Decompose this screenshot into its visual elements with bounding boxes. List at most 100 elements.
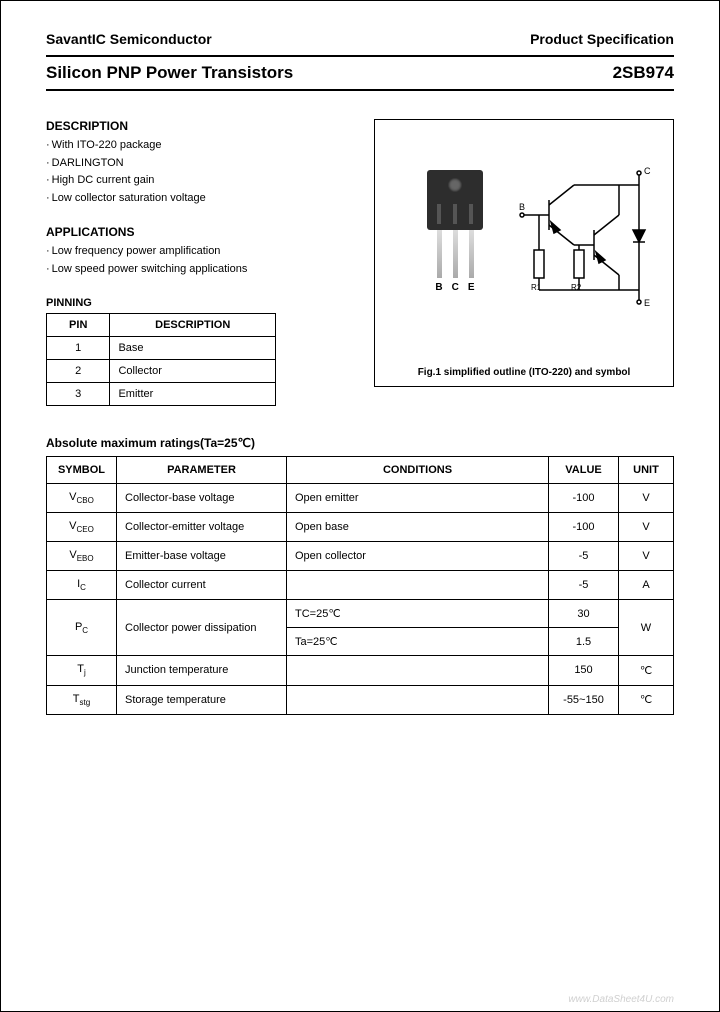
pin-number: 3 xyxy=(47,382,110,405)
package-drawing: B C E xyxy=(415,170,495,293)
col-symbol: SYMBOL xyxy=(47,456,117,483)
company-name: SavantIC Semiconductor xyxy=(46,31,212,47)
table-row: IC Collector current -5 A xyxy=(47,571,674,600)
applications-heading: APPLICATIONS xyxy=(46,225,360,239)
param-cell: Junction temperature xyxy=(117,656,287,685)
package-rib xyxy=(437,204,441,224)
pin-number: 2 xyxy=(47,359,110,382)
schematic-symbol: B C E R1 R2 xyxy=(519,160,659,325)
figure-column: B C E xyxy=(374,119,674,406)
pin-desc: Collector xyxy=(110,359,276,382)
param-cell: Storage temperature xyxy=(117,685,287,714)
cond-cell: Open base xyxy=(287,512,549,541)
param-cell: Collector current xyxy=(117,571,287,600)
terminal-b-label: B xyxy=(519,202,525,212)
applications-list: Low frequency power amplification Low sp… xyxy=(46,243,360,278)
page-header: SavantIC Semiconductor Product Specifica… xyxy=(46,31,674,47)
applications-item: Low speed power switching applications xyxy=(46,261,360,279)
col-pin: PIN xyxy=(47,313,110,336)
symbol-cell: VCBO xyxy=(47,483,117,512)
datasheet-page: SavantIC Semiconductor Product Specifica… xyxy=(0,0,720,1012)
applications-item: Low frequency power amplification xyxy=(46,243,360,261)
value-cell: 30 xyxy=(549,600,619,628)
cond-cell: Open collector xyxy=(287,541,549,570)
pin-desc: Emitter xyxy=(110,382,276,405)
terminal-e-label: E xyxy=(644,298,650,308)
param-cell: Emitter-base voltage xyxy=(117,541,287,570)
table-row: 1 Base xyxy=(47,336,276,359)
param-cell: Collector-base voltage xyxy=(117,483,287,512)
r2-label: R2 xyxy=(571,283,582,292)
symbol-cell: Tj xyxy=(47,656,117,685)
package-leads xyxy=(415,230,495,278)
figure-box: B C E xyxy=(374,119,674,387)
part-number: 2SB974 xyxy=(613,63,674,83)
table-row: 3 Emitter xyxy=(47,382,276,405)
table-row: Tstg Storage temperature -55~150 ℃ xyxy=(47,685,674,714)
package-body xyxy=(427,170,483,230)
description-item: Low collector saturation voltage xyxy=(46,190,360,208)
description-item: DARLINGTON xyxy=(46,155,360,173)
cond-cell: TC=25℃ xyxy=(287,600,549,628)
lead-label: B xyxy=(435,282,442,293)
table-header-row: PIN DESCRIPTION xyxy=(47,313,276,336)
symbol-cell: Tstg xyxy=(47,685,117,714)
product-category: Silicon PNP Power Transistors xyxy=(46,63,293,83)
param-cell: Collector-emitter voltage xyxy=(117,512,287,541)
lead-label: C xyxy=(452,282,459,293)
value-cell: -100 xyxy=(549,512,619,541)
symbol-cell: IC xyxy=(47,571,117,600)
unit-cell: W xyxy=(619,600,674,656)
pin-number: 1 xyxy=(47,336,110,359)
body-columns: DESCRIPTION With ITO-220 package DARLING… xyxy=(46,119,674,406)
unit-cell: V xyxy=(619,541,674,570)
pinning-table: PIN DESCRIPTION 1 Base 2 Collector 3 Emi… xyxy=(46,313,276,406)
lead-icon xyxy=(437,230,442,278)
r1-label: R1 xyxy=(531,283,542,292)
table-header-row: SYMBOL PARAMETER CONDITIONS VALUE UNIT xyxy=(47,456,674,483)
lead-icon xyxy=(453,230,458,278)
cond-cell xyxy=(287,571,549,600)
doc-type: Product Specification xyxy=(530,31,674,47)
col-desc: DESCRIPTION xyxy=(110,313,276,336)
table-row: VCEO Collector-emitter voltage Open base… xyxy=(47,512,674,541)
lead-labels: B C E xyxy=(415,282,495,293)
unit-cell: ℃ xyxy=(619,685,674,714)
ratings-heading: Absolute maximum ratings(Ta=25℃) xyxy=(46,436,674,450)
lead-icon xyxy=(469,230,474,278)
col-conditions: CONDITIONS xyxy=(287,456,549,483)
mounting-hole-icon xyxy=(448,178,462,192)
table-row: VEBO Emitter-base voltage Open collector… xyxy=(47,541,674,570)
unit-cell: A xyxy=(619,571,674,600)
lead-label: E xyxy=(468,282,475,293)
cond-cell: Open emitter xyxy=(287,483,549,512)
description-list: With ITO-220 package DARLINGTON High DC … xyxy=(46,137,360,207)
cond-cell xyxy=(287,685,549,714)
unit-cell: ℃ xyxy=(619,656,674,685)
col-unit: UNIT xyxy=(619,456,674,483)
symbol-cell: VEBO xyxy=(47,541,117,570)
left-column: DESCRIPTION With ITO-220 package DARLING… xyxy=(46,119,360,406)
pin-desc: Base xyxy=(110,336,276,359)
unit-cell: V xyxy=(619,483,674,512)
symbol-cell: VCEO xyxy=(47,512,117,541)
title-bar: Silicon PNP Power Transistors 2SB974 xyxy=(46,55,674,91)
cond-cell xyxy=(287,656,549,685)
cond-cell: Ta=25℃ xyxy=(287,628,549,656)
value-cell: 1.5 xyxy=(549,628,619,656)
description-item: With ITO-220 package xyxy=(46,137,360,155)
package-rib xyxy=(453,204,457,224)
table-row: 2 Collector xyxy=(47,359,276,382)
symbol-cell: PC xyxy=(47,600,117,656)
figure-caption: Fig.1 simplified outline (ITO-220) and s… xyxy=(375,367,673,378)
table-row: PC Collector power dissipation TC=25℃ 30… xyxy=(47,600,674,628)
value-cell: -5 xyxy=(549,541,619,570)
table-row: Tj Junction temperature 150 ℃ xyxy=(47,656,674,685)
watermark-text: www.DataSheet4U.com xyxy=(568,994,674,1005)
terminal-c-label: C xyxy=(644,166,651,176)
value-cell: -100 xyxy=(549,483,619,512)
param-cell: Collector power dissipation xyxy=(117,600,287,656)
description-item: High DC current gain xyxy=(46,172,360,190)
ratings-table: SYMBOL PARAMETER CONDITIONS VALUE UNIT V… xyxy=(46,456,674,715)
value-cell: -5 xyxy=(549,571,619,600)
